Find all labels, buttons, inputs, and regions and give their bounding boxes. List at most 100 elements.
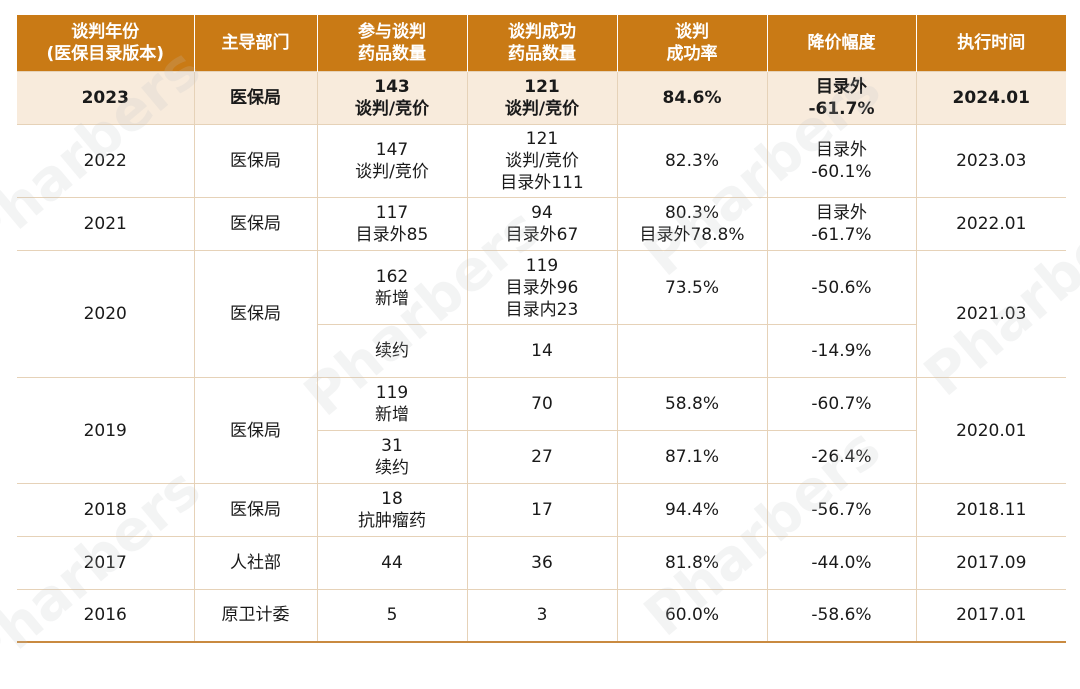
cell-successful: 17 [466, 483, 618, 537]
header-success-rate: 谈判 成功率 [616, 15, 768, 72]
cell-year: 2019 [17, 377, 195, 484]
header-row: 谈判年份 (医保目录版本) 主导部门 参与谈判 药品数量 谈判成功 药品数量 谈判 成功… [17, 15, 1066, 72]
cell-text-line: 17 [531, 500, 553, 520]
cell-effective-date: 2022.01 [915, 197, 1066, 251]
cell-text-line: 2017.01 [956, 605, 1027, 626]
header-effective-date: 执行时间 [915, 15, 1066, 72]
cell-effective-date: 2024.01 [915, 71, 1066, 125]
cell-text-line: 162 [375, 266, 409, 287]
cell-participating: 162 新增 [316, 250, 468, 325]
cell-success-rate: 87.1% [616, 430, 768, 484]
cell-text-line: 58.8% [664, 394, 719, 414]
cell-text-line: 医保局 [230, 500, 281, 520]
cell-text-line: 27 [531, 447, 553, 467]
cell-participating: 147 谈判/竞价 [316, 124, 468, 198]
cell-text-line: 目录外96 [505, 277, 579, 298]
cell-year: 2023 [17, 71, 195, 125]
cell-price-cut: -50.6% [766, 250, 917, 325]
cell-text-line: 18 [381, 489, 403, 509]
cell-dept: 医保局 [193, 71, 318, 125]
cell-text-line: 人社部 [230, 553, 281, 573]
cell-text-line: -26.4% [811, 447, 872, 467]
cell-text-line: 2017.09 [956, 553, 1027, 573]
cell-success-rate: 58.8% [616, 377, 768, 431]
cell-text-line: 药品数量 [508, 44, 576, 64]
cell-text-line: 14 [531, 341, 553, 361]
cell-text-line: 谈判/竞价 [505, 151, 579, 171]
cell-text-line: 降价幅度 [807, 33, 876, 53]
cell-successful: 3 [466, 589, 618, 643]
cell-participating: 续约 [317, 324, 468, 378]
cell-text-line: 94 [531, 203, 553, 223]
cell-text-line: 73.5% [664, 277, 719, 298]
cell-text-line: -50.6% [811, 277, 872, 298]
cell-text-line: 执行时间 [957, 33, 1026, 53]
cell-text-line: 84.6% [662, 88, 722, 108]
cell-text-line: 2023 [81, 88, 129, 108]
cell-text-line: 新增 [375, 405, 409, 425]
header-year: 谈判年份 (医保目录版本) [17, 15, 195, 72]
cell-text-line: 参与谈判 [358, 22, 426, 42]
cell-text-line: 目录外111 [500, 173, 584, 193]
table-row: 2023 医保局 143 谈判/竞价 121 谈判/竞价 84.6% 目录外 -61.… [17, 71, 1066, 125]
cell-participating: 143 谈判/竞价 [316, 71, 468, 125]
cell-text-line: 87.1% [664, 447, 719, 467]
cell-participating: 119 新增 [316, 377, 468, 431]
cell-text-line: 医保局 [230, 420, 281, 441]
cell-text-line: 医保局 [230, 151, 281, 171]
cell-text-line: 2017 [83, 553, 127, 573]
table-row: 2020 医保局 162 新增 119 目录外96 目录内23 73.5% -50.6… [17, 250, 1066, 378]
cell-success-rate: 73.5% [616, 250, 768, 325]
cell-text-line: 原卫计委 [221, 605, 290, 626]
cell-price-cut: 目录外 -61.7% [766, 197, 917, 251]
cell-text-line: -44.0% [811, 553, 872, 573]
table-row: 2016 原卫计委 5 3 60.0% -58.6% 2017.01 [17, 589, 1066, 643]
cell-text-line: 147 [375, 140, 409, 160]
cell-price-cut: 目录外 -61.7% [766, 71, 917, 125]
cell-effective-date: 2023.03 [915, 124, 1066, 198]
cell-successful: 14 [466, 324, 618, 378]
cell-year: 2021 [17, 197, 195, 251]
cell-success-rate [616, 324, 768, 378]
cell-successful: 119 目录外96 目录内23 [466, 250, 618, 325]
cell-text-line: 2018 [83, 500, 127, 520]
cell-text-line: 目录外85 [355, 225, 429, 245]
cell-text-line: 谈判 [675, 22, 709, 42]
cell-success-rate: 81.8% [616, 536, 768, 590]
cell-text-line: -60.7% [811, 394, 872, 414]
cell-text-line: 81.8% [664, 553, 719, 573]
cell-text-line: 121 [524, 77, 560, 97]
cell-effective-date: 2018.11 [915, 483, 1066, 537]
cell-text-line: -58.6% [811, 605, 872, 626]
cell-text-line: (医保目录版本) [46, 44, 165, 64]
cell-text-line: 目录外 [816, 140, 867, 160]
cell-text-line: 医保局 [230, 214, 281, 234]
cell-success-rate: 94.4% [616, 483, 768, 537]
cell-text-line: 94.4% [664, 500, 719, 520]
cell-year: 2017 [17, 536, 195, 590]
cell-text-line: 医保局 [230, 88, 281, 108]
cell-text-line: -14.9% [811, 341, 872, 361]
cell-text-line: 药品数量 [358, 44, 426, 64]
cell-text-line: 2022.01 [956, 214, 1027, 234]
cell-success-rate: 80.3% 目录外78.8% [616, 197, 768, 251]
cell-text-line: 目录内23 [505, 299, 579, 320]
table-row: 2019 医保局 119 新增 70 58.8% -60.7% 2020.01 [17, 377, 1066, 484]
cell-text-line: 2024.01 [952, 88, 1030, 108]
header-price-cut: 降价幅度 [766, 15, 917, 72]
cell-successful: 70 [466, 377, 618, 431]
cell-dept: 医保局 [193, 197, 318, 251]
cell-text-line: 2019 [83, 420, 127, 441]
cell-dept: 医保局 [193, 124, 318, 198]
cell-text-line: 谈判成功 [508, 22, 576, 42]
cell-effective-date: 2021.03 [915, 250, 1066, 378]
cell-text-line: 2021.03 [956, 304, 1027, 324]
cell-text-line: 31 [381, 436, 403, 456]
cell-successful: 94 目录外67 [466, 197, 618, 251]
table-row: 31 续约 27 87.1% -26.4% [17, 430, 1066, 484]
cell-text-line: 2018.11 [956, 500, 1027, 520]
cell-text-line: 60.0% [664, 605, 719, 626]
cell-text-line: 新增 [375, 288, 409, 309]
cell-text-line: 80.3% [664, 203, 719, 223]
table-row: 2018 医保局 18 抗肿瘤药 17 94.4% -56.7% 2018.11 [17, 483, 1066, 537]
